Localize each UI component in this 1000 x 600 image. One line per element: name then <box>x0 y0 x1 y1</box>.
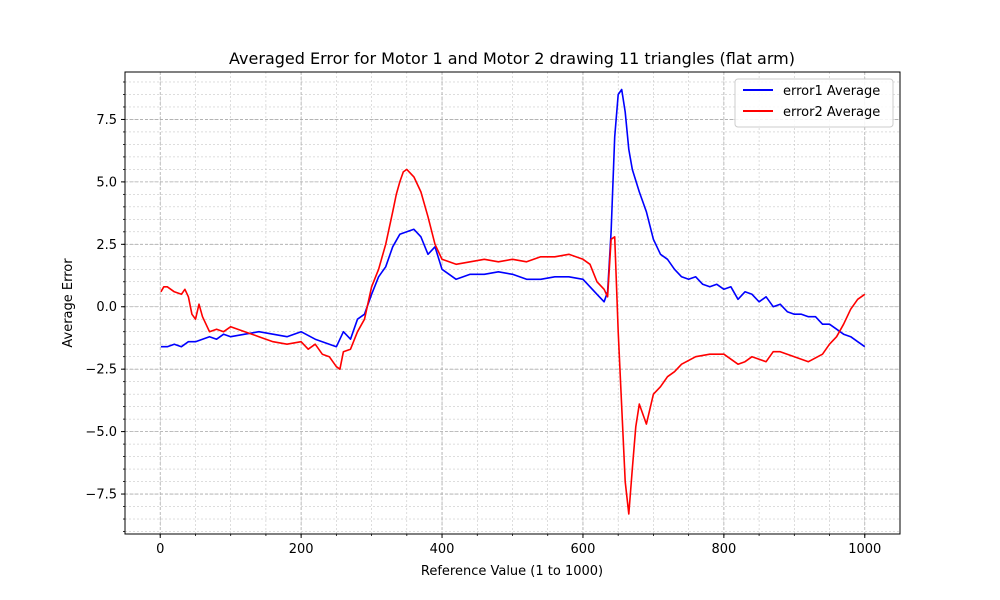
series-line-2 <box>160 168 866 515</box>
x-tick-label: 800 <box>711 542 736 557</box>
x-tick-label: 600 <box>571 542 596 557</box>
legend-label-error2: error2 Average <box>783 105 880 120</box>
y-tick-label: 5.0 <box>96 175 117 190</box>
series-line-1 <box>160 88 866 348</box>
y-tick-label: 0.0 <box>96 300 117 315</box>
y-tick-label: −7.5 <box>85 488 117 503</box>
legend: error1 Average error2 Average <box>734 78 894 128</box>
x-tick-label: 200 <box>289 542 314 557</box>
y-axis-ticks: −7.5 −5.0 −2.5 0.0 2.5 5.0 7.5 <box>85 81 125 532</box>
y-axis-label: Average Error <box>61 258 76 348</box>
y-tick-label: 2.5 <box>96 238 117 253</box>
y-tick-label: 7.5 <box>96 113 117 128</box>
chart-title: Averaged Error for Motor 1 and Motor 2 d… <box>229 49 795 68</box>
x-axis-label: Reference Value (1 to 1000) <box>421 564 603 579</box>
legend-label-error1: error1 Average <box>783 84 880 99</box>
x-tick-label: 400 <box>430 542 455 557</box>
legend-box <box>734 78 894 128</box>
series-layer <box>160 88 866 515</box>
x-tick-label: 1000 <box>848 542 881 557</box>
y-tick-label: −2.5 <box>85 363 117 378</box>
y-tick-label: −5.0 <box>85 425 117 440</box>
x-axis-ticks: 0 200 400 600 800 1000 <box>156 534 881 557</box>
x-tick-label: 0 <box>156 542 164 557</box>
